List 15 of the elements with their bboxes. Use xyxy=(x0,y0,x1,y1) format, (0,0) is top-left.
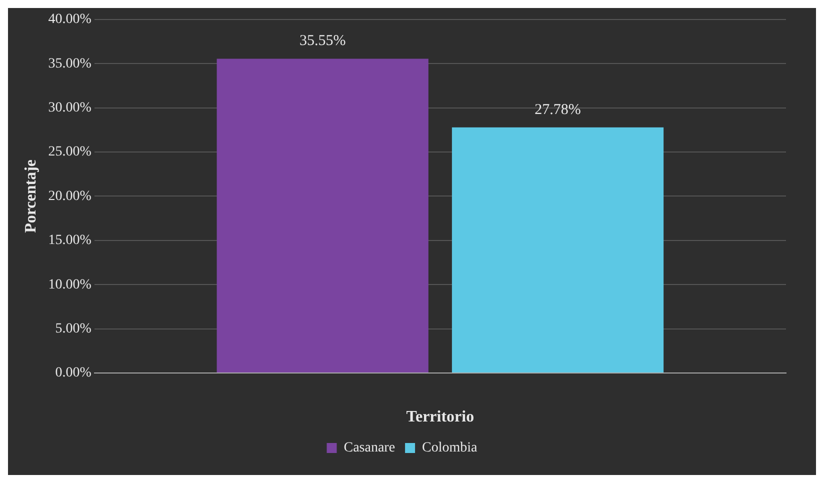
y-axis-title: Porcentaje xyxy=(22,159,40,233)
data-label: 27.78% xyxy=(534,102,581,118)
y-tick-label: 25.00% xyxy=(48,144,92,160)
data-label: 35.55% xyxy=(299,33,346,50)
y-tick-label: 40.00% xyxy=(48,12,92,28)
y-tick-label: 15.00% xyxy=(48,233,92,248)
legend-label: Colombia xyxy=(422,440,478,456)
x-axis-title: Territorio xyxy=(406,408,474,426)
y-tick-label: 30.00% xyxy=(48,100,92,116)
legend-label: Casanare xyxy=(344,440,396,456)
y-tick-label: 5.00% xyxy=(55,321,92,336)
y-tick-label: 0.00% xyxy=(55,366,92,381)
y-tick-label: 20.00% xyxy=(48,188,92,204)
y-tick-label: 35.00% xyxy=(48,56,92,72)
y-tick-label: 10.00% xyxy=(48,277,92,292)
